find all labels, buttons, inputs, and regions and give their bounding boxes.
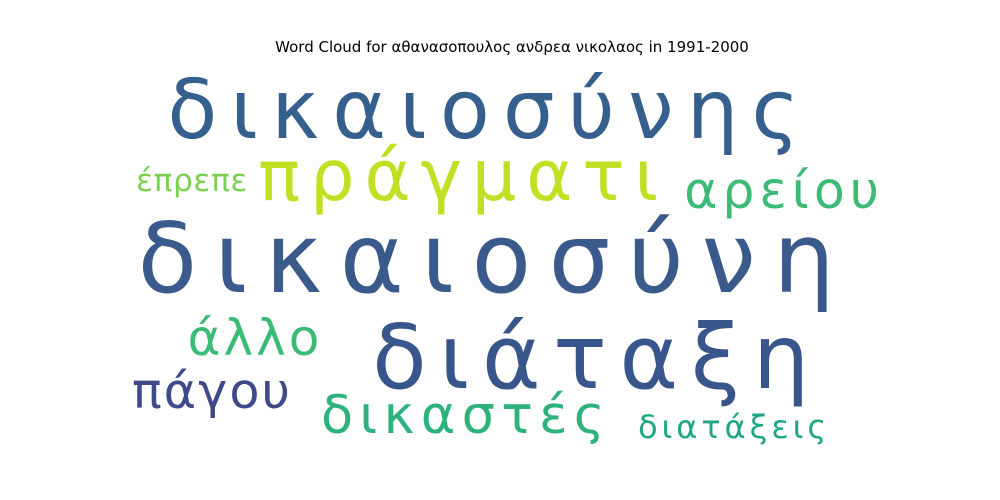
word-3: πράγματι [258,135,668,217]
word-7: πάγου [132,362,292,420]
word-9: έπρεπε [136,163,248,199]
word-6: άλλο [188,308,323,367]
chart-title: Word Cloud for αθανασοπουλος ανδρεα νικο… [275,38,749,56]
word-2: διάταξη [372,306,822,410]
word-5: αρείου [684,161,884,220]
word-4: δικαστές [321,385,611,446]
word-1: δικαιοσύνης [167,63,812,158]
word-0: δικαιοσύνη [138,202,853,315]
words-layer: δικαιοσύνη δικαιοσύνης διάταξη πράγματι δικα… [132,63,884,446]
word-8: διατάξεις [638,408,830,446]
